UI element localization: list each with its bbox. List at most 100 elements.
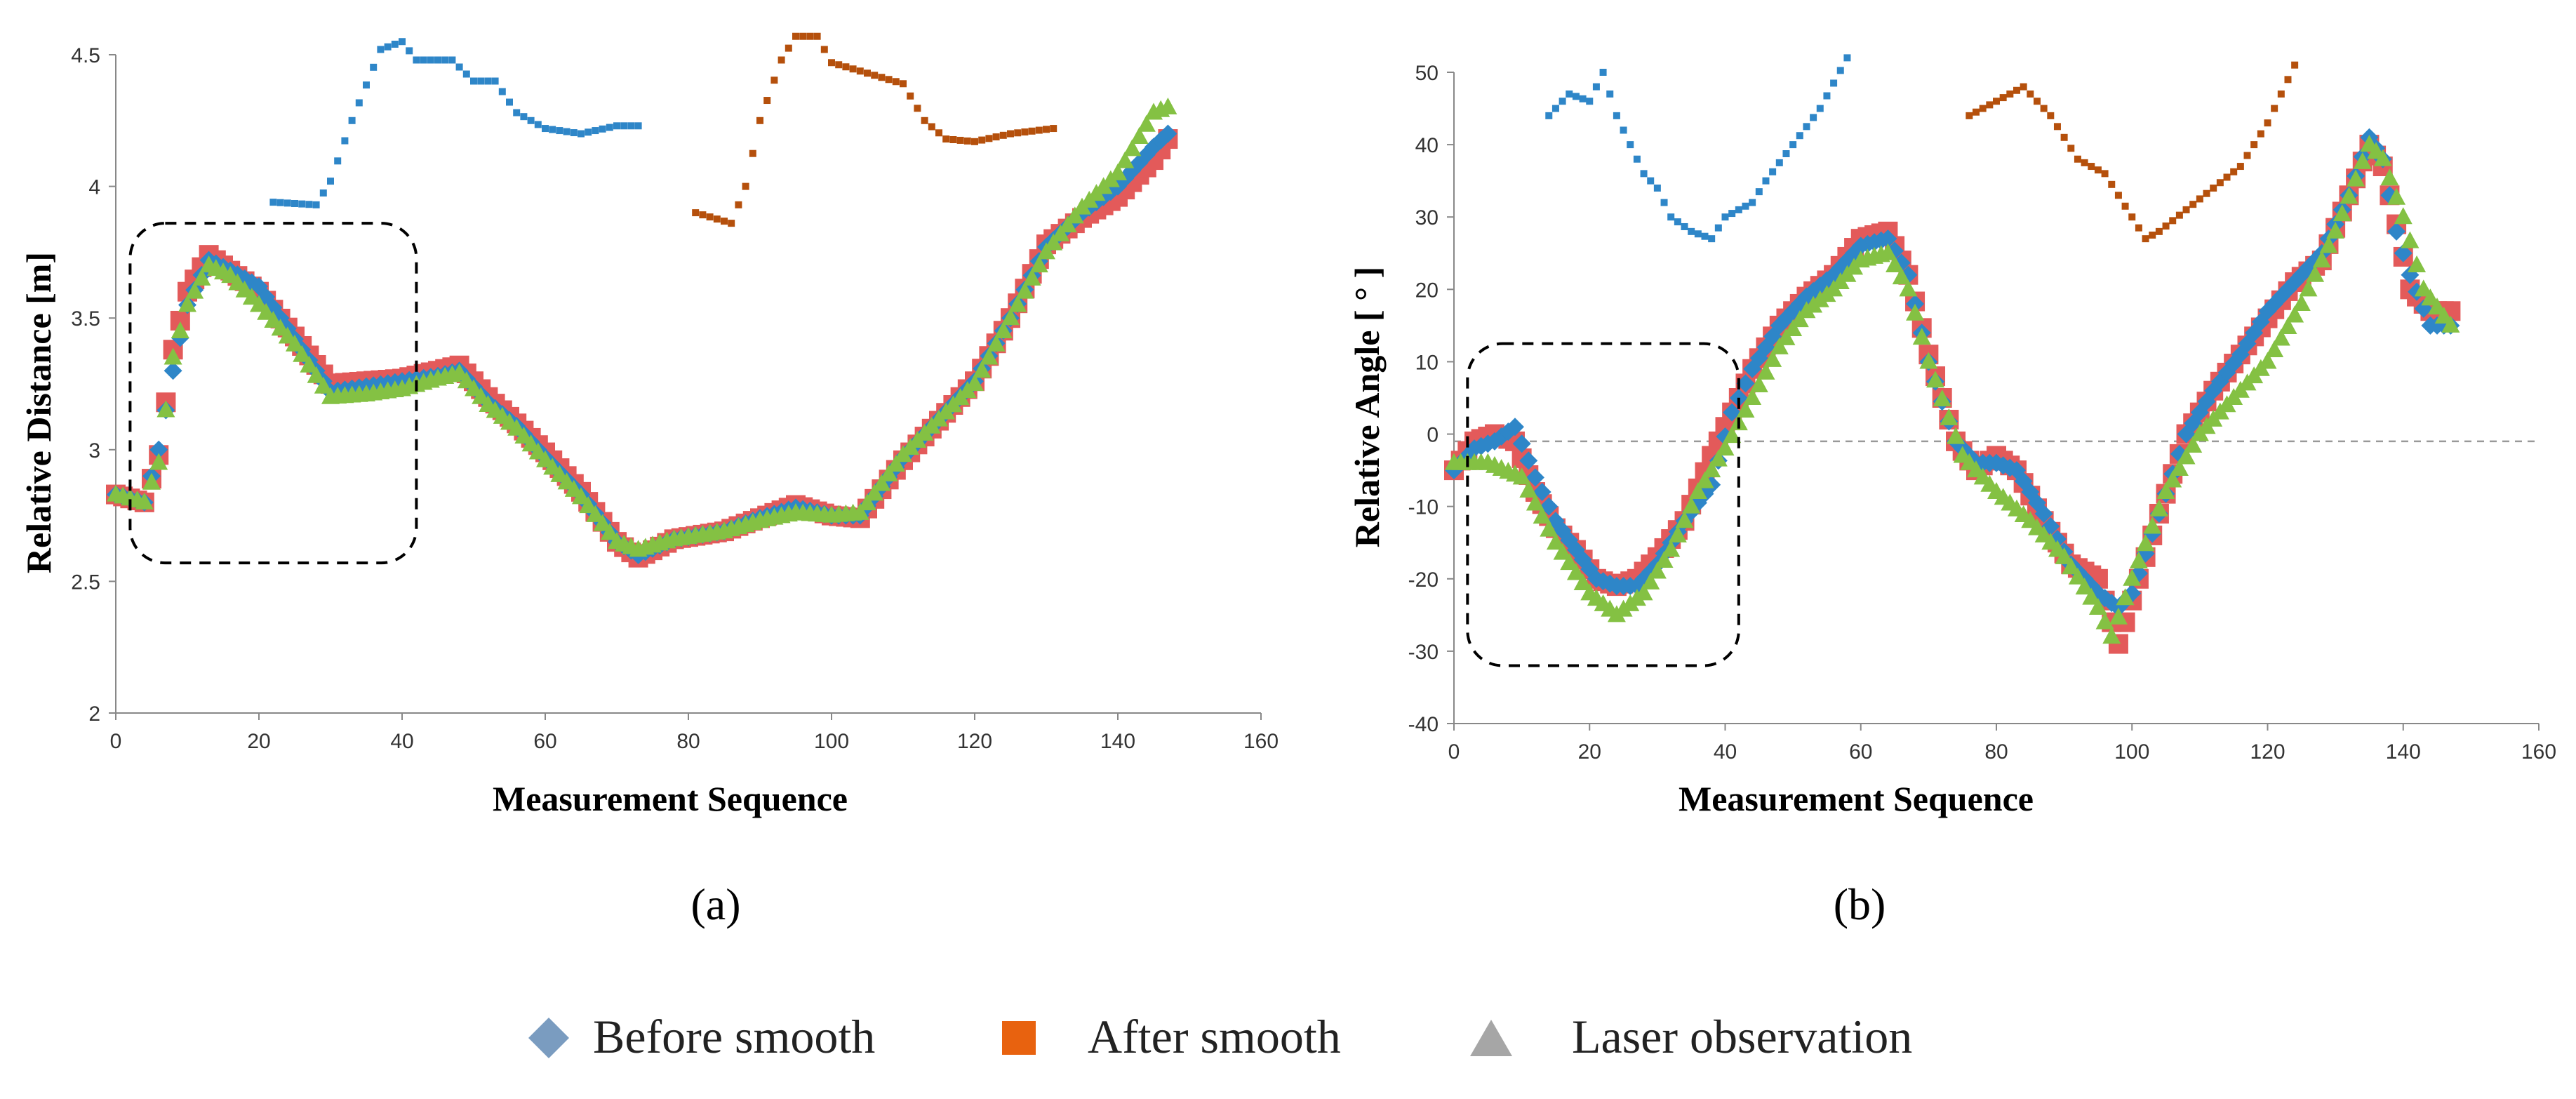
laser-observation-point — [465, 379, 483, 397]
laser-observation-point — [264, 310, 283, 328]
blue_trace-point — [1749, 199, 1756, 206]
blue_trace-point — [606, 124, 613, 131]
laser-observation-point — [2055, 547, 2074, 564]
blue_trace-point — [1586, 98, 1594, 105]
laser-observation-point — [872, 474, 891, 491]
laser-observation-point — [1159, 98, 1177, 115]
orange_trace-point — [2033, 98, 2041, 105]
y-tick-label: 40 — [1415, 134, 1439, 157]
orange_trace-point — [2040, 105, 2048, 112]
orange_trace-point — [2230, 168, 2238, 175]
orange_trace-point — [713, 215, 721, 223]
orange_trace-point — [699, 211, 707, 219]
x-tick-label: 0 — [110, 730, 122, 753]
y-tick-label: -40 — [1408, 713, 1439, 736]
laser-observation-point — [507, 418, 526, 436]
laser-observation-point — [1926, 371, 1945, 388]
orange_trace-point — [892, 78, 900, 86]
orange_trace-point — [2027, 90, 2034, 98]
orange_trace-point — [935, 129, 942, 137]
x-axis-title-b: Measurement Sequence — [1679, 779, 2034, 818]
laser-observation-point — [2340, 187, 2358, 204]
panel-label-b: (b) — [1834, 879, 1886, 929]
blue_trace-point — [334, 157, 342, 165]
orange_trace-point — [2135, 224, 2142, 232]
laser-observation-point — [2068, 567, 2087, 585]
blue_trace-point — [384, 43, 392, 51]
laser-observation-point — [2414, 279, 2433, 297]
laser-observation-point — [1065, 206, 1084, 224]
before-smooth-point — [2394, 244, 2413, 262]
laser-observation-point — [1662, 540, 1681, 557]
highlight-region-box — [1466, 342, 1740, 667]
blue_trace-point — [1688, 227, 1695, 235]
orange_trace-point — [864, 69, 871, 77]
blue_trace-point — [592, 127, 599, 135]
y-tick-label: 50 — [1415, 62, 1439, 85]
laser-observation-point — [1001, 308, 1020, 326]
orange_trace-point — [2155, 227, 2163, 235]
orange_trace-point — [1028, 127, 1036, 135]
orange_trace-point — [2175, 211, 2183, 219]
blue_trace-point — [1572, 93, 1580, 100]
blue_trace-point — [370, 63, 378, 71]
laser-observation-point — [1123, 139, 1142, 156]
laser-observation-point — [1540, 519, 1559, 537]
laser-observation-point — [250, 295, 268, 312]
laser-observation-point — [300, 355, 319, 373]
laser-observation-point — [973, 361, 992, 378]
laser-observation-point — [966, 374, 984, 391]
before-smooth-point — [2387, 222, 2406, 241]
laser-observation-point — [1770, 337, 1789, 354]
orange_trace-point — [778, 56, 785, 64]
blue_trace-point — [599, 125, 606, 133]
blue_trace-point — [434, 56, 441, 64]
laser-observation-point — [1116, 151, 1135, 168]
laser-observation-point — [987, 334, 1006, 352]
laser-observation-point — [2143, 517, 2162, 534]
orange_trace-point — [878, 74, 886, 81]
blue_trace-point — [312, 201, 320, 208]
x-tick-label: 120 — [2250, 740, 2285, 764]
laser-observation-point — [1029, 255, 1048, 273]
orange_trace-point — [2284, 76, 2292, 84]
orange_trace-point — [2047, 112, 2055, 119]
laser-observation-point — [2285, 305, 2304, 323]
blue_trace-point — [1708, 235, 1716, 243]
laser-observation-point — [2319, 236, 2338, 253]
y-tick-label: 20 — [1415, 279, 1439, 302]
laser-observation-point — [1736, 401, 1755, 418]
x-tick-label: 100 — [814, 730, 849, 753]
x-tick-label: 20 — [1578, 740, 1601, 764]
laser-observation-point — [2428, 298, 2447, 315]
laser-observation-point — [2394, 207, 2413, 225]
x-tick-label: 40 — [1714, 740, 1737, 764]
legend-diamond-marker — [528, 1018, 569, 1058]
laser-observation-point — [2347, 169, 2365, 187]
laser-observation-point — [271, 319, 290, 336]
orange_trace-point — [835, 61, 843, 69]
laser-observation-point — [1137, 114, 1156, 132]
laser-observation-point — [2271, 328, 2290, 346]
orange_trace-point — [999, 131, 1007, 139]
laser-observation-point — [178, 295, 196, 312]
blue_trace-point — [563, 128, 570, 135]
laser-observation-point — [450, 363, 469, 380]
laser-observation-point — [286, 334, 304, 352]
laser-observation-point — [163, 347, 182, 365]
orange_trace-point — [692, 209, 700, 217]
blue_trace-point — [542, 125, 549, 133]
blue_trace-point — [1627, 141, 1634, 149]
x-tick-label: 0 — [1448, 740, 1460, 764]
laser-observation-point — [307, 366, 326, 383]
x-tick-label: 140 — [1100, 730, 1135, 753]
before-smooth-point — [1512, 434, 1531, 453]
highlight-region-box — [128, 222, 418, 565]
orange_trace-point — [2271, 105, 2278, 112]
blue_trace-point — [1755, 188, 1763, 196]
legend-label-before-smooth: Before smooth — [593, 1010, 875, 1063]
laser-observation-point — [1709, 449, 1728, 467]
laser-observation-point — [886, 455, 905, 472]
laser-observation-point — [1519, 480, 1538, 498]
laser-observation-point — [2088, 598, 2107, 615]
